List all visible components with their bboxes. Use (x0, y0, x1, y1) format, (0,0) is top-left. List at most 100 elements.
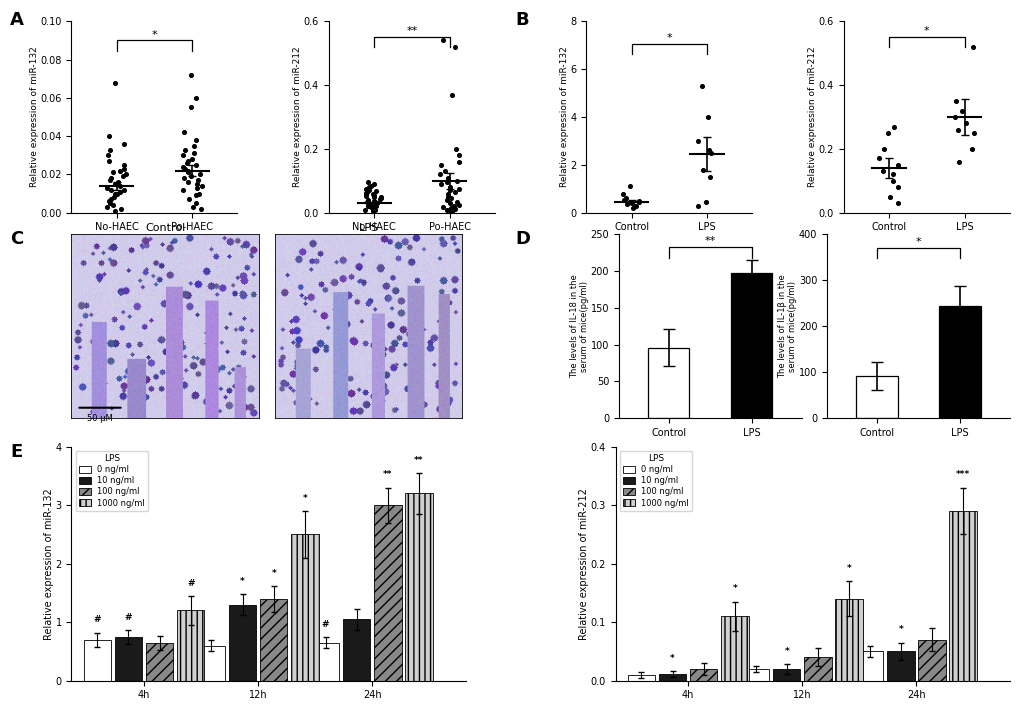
Point (366, 196, 382, 208)
Bar (260, 598, 287, 681)
Point (364, 202, 380, 213)
Point (614, 188, 631, 199)
Point (357, 189, 373, 200)
Title: LPS: LPS (358, 223, 378, 233)
Point (193, 203, 209, 215)
Point (448, 196, 465, 207)
Bar (658, 674, 686, 681)
Point (448, 175, 465, 186)
Text: *: * (846, 564, 851, 573)
Text: *: * (665, 33, 672, 43)
Point (950, 156, 966, 167)
Point (444, 206, 461, 218)
Point (450, 183, 467, 194)
Bar (803, 657, 830, 681)
Point (436, 166, 452, 177)
Point (432, 159, 448, 170)
Point (100, 150, 116, 161)
Point (880, 191, 897, 203)
Point (179, 167, 196, 178)
Text: *: * (271, 569, 276, 578)
Point (179, 155, 196, 167)
Point (110, 177, 126, 188)
Point (884, 175, 901, 186)
Point (187, 92, 204, 104)
Point (360, 182, 376, 193)
Text: *: * (898, 625, 903, 635)
Point (178, 157, 195, 169)
Point (445, 201, 462, 212)
Bar (689, 669, 716, 681)
Point (99, 182, 115, 194)
Point (890, 182, 906, 193)
Point (106, 190, 122, 201)
Bar (835, 598, 862, 681)
Point (619, 199, 635, 210)
Point (627, 200, 643, 211)
Point (189, 182, 205, 194)
Point (441, 185, 458, 196)
Point (107, 205, 123, 216)
Point (441, 198, 458, 209)
Point (361, 185, 377, 196)
Point (697, 196, 713, 208)
Point (964, 41, 980, 52)
Point (358, 183, 374, 194)
Point (440, 206, 457, 217)
Legend: 0 ng/ml, 10 ng/ml, 100 ng/ml, 1000 ng/ml: 0 ng/ml, 10 ng/ml, 100 ng/ml, 1000 ng/ml (620, 451, 692, 511)
Point (434, 35, 450, 46)
Point (366, 191, 382, 203)
Point (447, 143, 464, 155)
Text: *: * (915, 237, 920, 247)
Point (624, 202, 640, 213)
Point (174, 161, 191, 172)
Point (112, 165, 128, 177)
Bar (290, 535, 318, 681)
Point (963, 143, 979, 155)
Point (949, 124, 965, 135)
Point (185, 140, 202, 152)
Bar (228, 605, 256, 681)
Point (442, 193, 459, 204)
Point (103, 172, 119, 184)
Y-axis label: Relative expression of miR-132: Relative expression of miR-132 (30, 47, 39, 187)
Point (105, 167, 121, 178)
Point (441, 204, 458, 216)
Point (450, 150, 467, 161)
Y-axis label: Relative expression of miR-132: Relative expression of miR-132 (44, 488, 54, 640)
Point (439, 172, 455, 184)
Point (439, 204, 455, 216)
Point (622, 181, 638, 192)
Point (102, 198, 118, 209)
Point (438, 177, 454, 188)
Point (187, 159, 204, 170)
Point (432, 169, 448, 180)
Y-axis label: The levels of IL-18 in the
serum of mice(pg/ml): The levels of IL-18 in the serum of mice… (569, 274, 589, 378)
Point (362, 199, 378, 211)
Point (187, 190, 204, 201)
Point (117, 169, 133, 180)
Point (175, 150, 192, 161)
Point (187, 134, 204, 145)
Point (179, 165, 196, 177)
Point (105, 199, 121, 211)
Point (689, 200, 705, 211)
Bar (855, 652, 882, 681)
Point (367, 204, 383, 216)
Text: *: * (732, 584, 737, 593)
Point (359, 196, 375, 207)
Point (174, 184, 191, 196)
Bar (115, 637, 142, 681)
Bar (731, 273, 771, 418)
Point (890, 198, 906, 209)
Point (368, 185, 384, 196)
Point (439, 191, 455, 203)
Point (450, 199, 467, 211)
Y-axis label: Relative expression of miR-212: Relative expression of miR-212 (579, 488, 588, 640)
Point (965, 128, 981, 139)
Point (870, 153, 887, 164)
Point (365, 179, 381, 190)
Point (373, 193, 389, 204)
Point (194, 180, 210, 191)
Point (623, 198, 639, 209)
